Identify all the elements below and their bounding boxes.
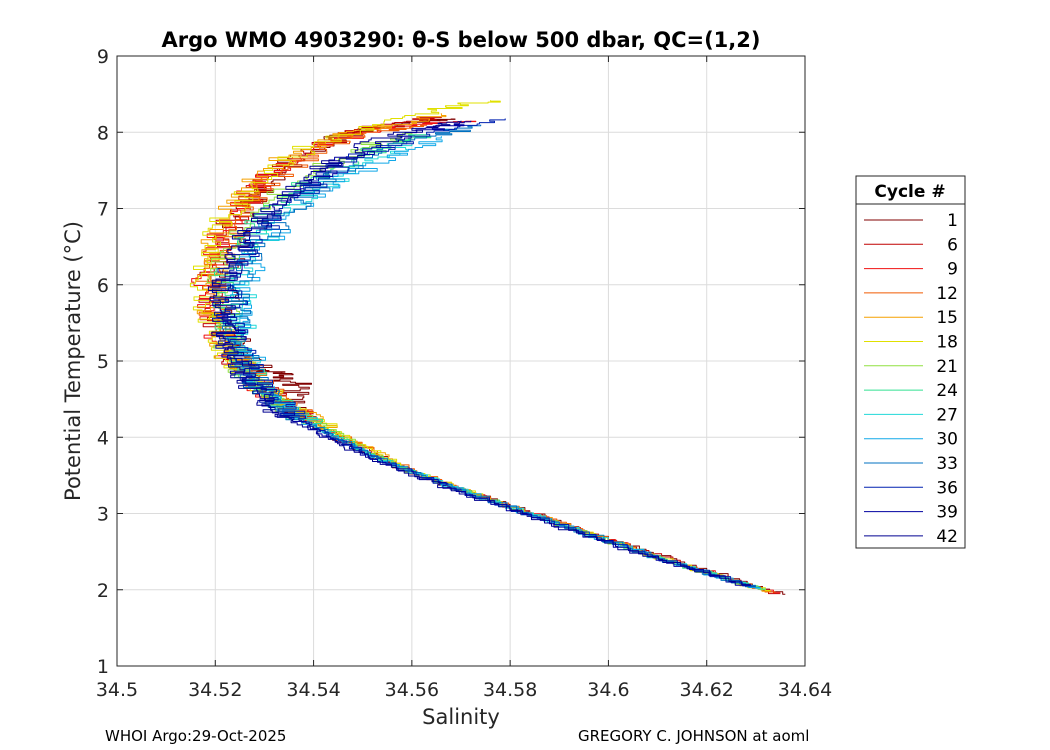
x-tick-label: 34.54 — [286, 679, 340, 701]
series-line-cycle-33 — [221, 124, 756, 588]
series-layer — [189, 100, 786, 595]
legend-entries: 1 6 9 12 15 18 21 24 27 30 33 36 39 42 — [864, 211, 958, 547]
legend-entry-label: 9 — [947, 260, 958, 280]
footer-right: GREGORY C. JOHNSON at aoml — [578, 727, 809, 745]
legend-box — [855, 175, 966, 549]
x-tick-label: 34.64 — [778, 679, 832, 701]
y-axis-ticks: 1 2 3 4 5 6 7 8 9 — [97, 46, 805, 678]
legend-entry-label: 27 — [936, 405, 958, 425]
x-tick-label: 34.6 — [587, 679, 629, 701]
legend-entry-label: 42 — [936, 527, 958, 547]
y-axis-label: Potential Temperature (°C) — [61, 221, 85, 501]
legend-entry-label: 6 — [947, 235, 958, 255]
y-tick-label: 5 — [97, 351, 109, 373]
legend-title: Cycle # — [874, 182, 945, 202]
y-tick-label: 2 — [97, 580, 109, 602]
x-axis-ticks: 34.5 34.52 34.54 34.56 34.58 34.6 34.62 34.64 — [96, 56, 832, 701]
y-tick-label: 1 — [97, 656, 109, 678]
legend: Cycle # 1 6 9 12 15 18 21 24 27 30 33 36 39 42 — [855, 175, 966, 549]
legend-entry-label: 30 — [936, 430, 958, 450]
x-tick-label: 34.5 — [96, 679, 138, 701]
y-tick-label: 6 — [97, 275, 109, 297]
y-tick-label: 3 — [97, 504, 109, 526]
legend-entry-label: 33 — [936, 454, 958, 474]
legend-entry-label: 36 — [936, 478, 958, 498]
series-line-cycle-42 — [207, 120, 751, 585]
y-tick-label: 8 — [97, 122, 109, 144]
legend-entry-label: 39 — [936, 503, 958, 523]
x-tick-label: 34.56 — [385, 679, 439, 701]
y-tick-label: 4 — [97, 427, 109, 449]
x-tick-label: 34.62 — [680, 679, 734, 701]
x-tick-label: 34.58 — [483, 679, 537, 701]
legend-entry-label: 15 — [936, 308, 958, 328]
legend-entry-label: 12 — [936, 284, 958, 304]
legend-entry-label: 18 — [936, 333, 958, 353]
y-tick-label: 7 — [97, 199, 109, 221]
legend-entry-label: 1 — [947, 211, 958, 231]
series-line-cycle-39 — [212, 120, 751, 586]
x-tick-label: 34.52 — [188, 679, 242, 701]
legend-entry-label: 24 — [936, 381, 958, 401]
legend-entry-label: 21 — [936, 357, 958, 377]
y-tick-label: 9 — [97, 46, 109, 68]
chart-title: Argo WMO 4903290: θ-S below 500 dbar, QC… — [162, 28, 761, 52]
x-axis-label: Salinity — [422, 705, 500, 729]
footer-left: WHOI Argo:29-Oct-2025 — [105, 727, 286, 745]
